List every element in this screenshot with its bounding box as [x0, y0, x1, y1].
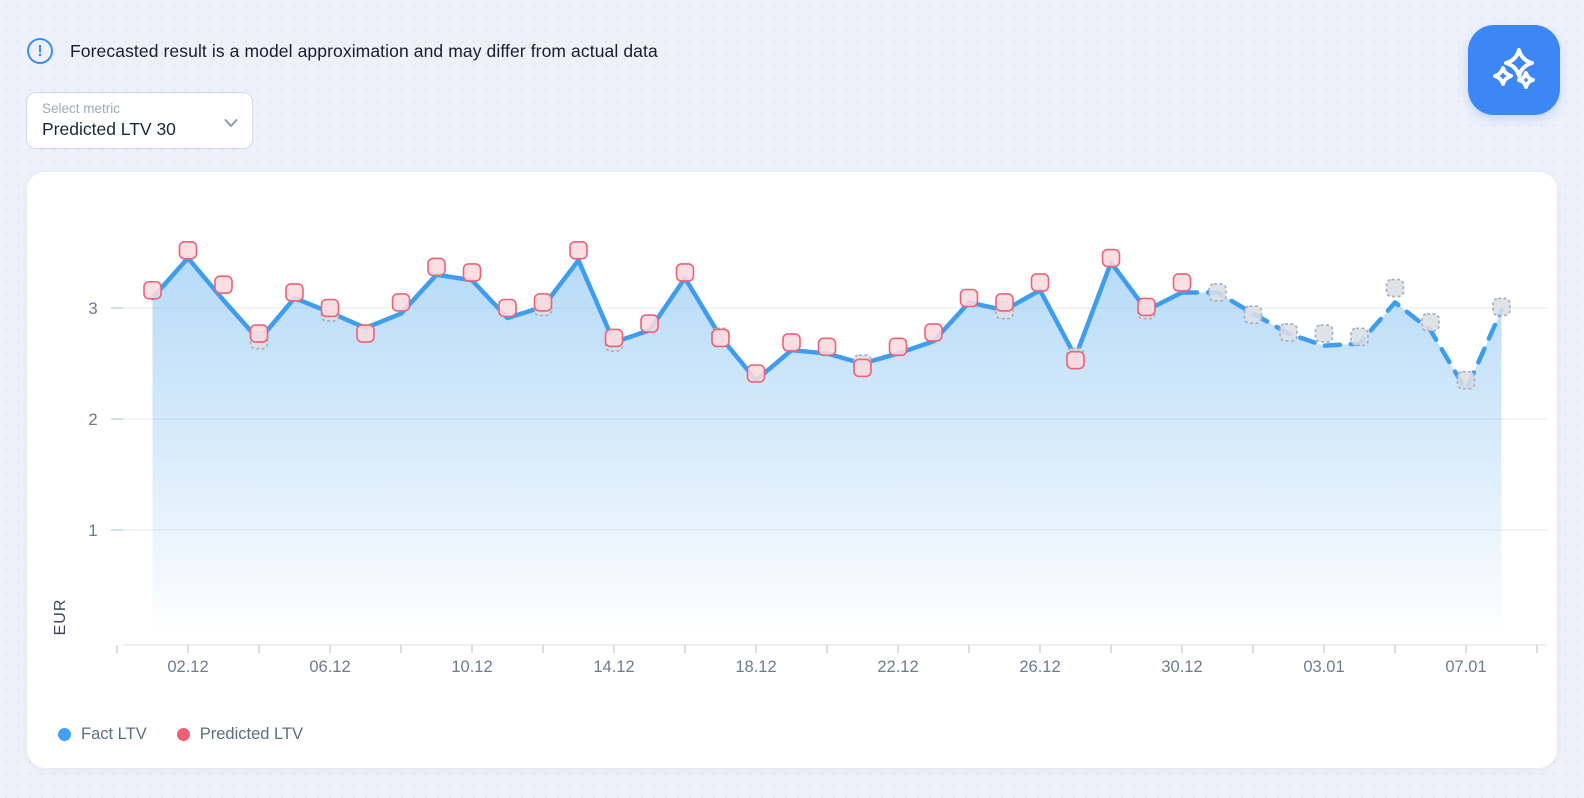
forecast-line — [1179, 290, 1504, 393]
chart-legend: Fact LTV Predicted LTV — [58, 725, 303, 744]
svg-text:07.01: 07.01 — [1445, 658, 1486, 676]
legend-label: Fact LTV — [81, 725, 147, 743]
forecast-disclaimer: ! Forecasted result is a model approxima… — [27, 38, 658, 64]
legend-item-predicted-ltv[interactable]: Predicted LTV — [176, 725, 304, 744]
predicted-markers — [143, 240, 1192, 383]
legend-label: Predicted LTV — [199, 725, 304, 743]
metric-select-label: Select metric — [42, 101, 121, 116]
legend-item-fact-ltv[interactable]: Fact LTV — [58, 725, 147, 744]
svg-text:03.01: 03.01 — [1303, 658, 1344, 676]
svg-text:14.12: 14.12 — [593, 658, 634, 676]
disclaimer-text: Forecasted result is a model approximati… — [70, 40, 658, 61]
svg-text:2: 2 — [88, 410, 97, 429]
svg-text:1: 1 — [88, 521, 97, 540]
svg-text:3: 3 — [88, 299, 97, 318]
svg-text:06.12: 06.12 — [309, 658, 350, 676]
svg-text:02.12: 02.12 — [167, 658, 208, 676]
metric-select[interactable]: Select metric Predicted LTV 30 — [26, 92, 253, 149]
x-axis: 02.12 06.12 10.12 14.12 18.12 22.12 26.12 30.12… — [116, 644, 1547, 676]
svg-text:22.12: 22.12 — [877, 658, 918, 676]
sparkles-icon — [1490, 45, 1538, 96]
svg-text:30.12: 30.12 — [1161, 658, 1202, 676]
ai-assistant-button[interactable] — [1468, 25, 1560, 115]
svg-text:26.12: 26.12 — [1019, 658, 1060, 676]
area-fill — [152, 258, 1502, 643]
chevron-down-icon — [223, 115, 239, 136]
svg-text:18.12: 18.12 — [735, 658, 776, 676]
svg-text:EUR: EUR — [52, 599, 69, 636]
info-alert-icon: ! — [27, 38, 53, 64]
metric-select-value: Predicted LTV 30 — [42, 119, 176, 139]
svg-text:10.12: 10.12 — [451, 658, 492, 676]
chart-card: 3 2 1 EUR 02.12 06.12 10.12 14.12 18.12 22.12 26.1… — [27, 172, 1557, 768]
forecast-markers — [1208, 278, 1511, 390]
ltv-chart[interactable]: 3 2 1 EUR 02.12 06.12 10.12 14.12 18.12 22.12 26.1… — [27, 172, 1557, 768]
predicted-ltv-dot-icon — [176, 728, 190, 741]
fact-ltv-dot-icon — [58, 728, 71, 741]
